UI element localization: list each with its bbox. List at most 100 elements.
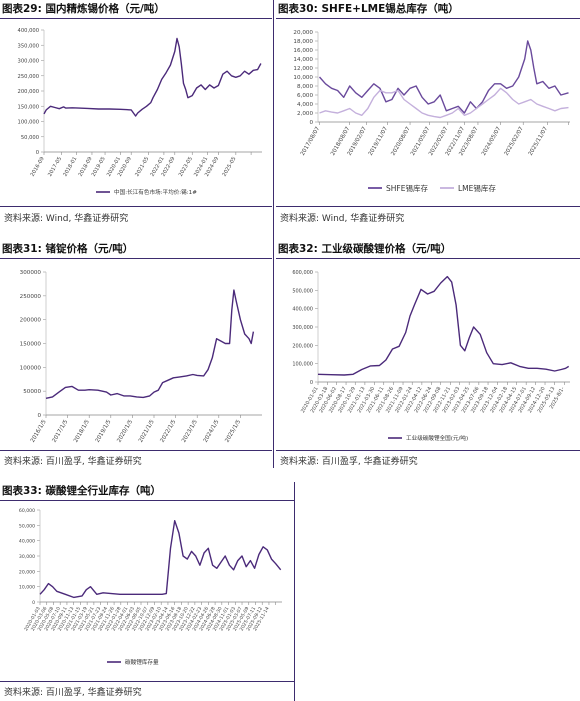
y-tick-label: 4,000	[297, 102, 313, 108]
chart-29: 0 50,000 100,000 150,000 200,000 250,000 300,0…	[18, 28, 262, 196]
title-divider	[0, 258, 272, 259]
y-tick-label: 100,000	[292, 362, 313, 368]
source-divider	[0, 681, 294, 682]
column-divider	[294, 482, 295, 701]
chart-source: 资料来源: Wind, 华鑫证券研究	[4, 214, 129, 224]
legend-label: 碳酸锂库存量	[125, 658, 159, 666]
y-tick-label: 8,000	[297, 84, 313, 90]
x-tick-label: 2019/1/5	[95, 419, 113, 444]
x-tick-label: 2025/02/07	[504, 126, 526, 157]
y-tick-label: 0	[32, 600, 35, 606]
chart-title: 图表32: 工业级碳酸锂价格（元/吨）	[278, 243, 452, 255]
x-tick-label: 2023/1/5	[181, 419, 199, 444]
y-tick-label: 50,000	[21, 135, 39, 141]
y-tick-label: 30,000	[19, 554, 35, 560]
y-tick-label: 500,000	[292, 288, 313, 294]
x-tick-label: 2024/1/5	[203, 419, 221, 444]
y-tick-label: 10,000	[19, 585, 35, 591]
y-tick-label: 20,000	[19, 569, 35, 575]
y-tick-label: 350,000	[18, 43, 39, 49]
chart-32: 0 100,000 200,000 300,000 400,000 500,000 600,…	[292, 270, 570, 442]
y-tick-label: 20,000	[293, 30, 313, 36]
chart-source: 资料来源: Wind, 华鑫证券研究	[280, 214, 405, 224]
y-tick-label: 0	[36, 150, 39, 156]
y-tick-label: 300000	[20, 270, 42, 276]
y-tick-label: 100,000	[18, 120, 39, 126]
x-tick-label: 2023-05	[178, 156, 194, 178]
y-tick-label: 200,000	[292, 343, 313, 349]
y-tick-label: 100000	[20, 365, 42, 371]
series-line	[43, 37, 262, 117]
chart-title: 图表30: SHFE+LME锡总库存（吨）	[278, 3, 459, 15]
y-tick-label: 400,000	[18, 28, 39, 34]
y-tick-label: 50,000	[19, 523, 35, 529]
y-tick-label: 600,000	[292, 270, 313, 276]
panel-29: 图表29: 国内精炼锡价格（元/吨） 0 50,000 100,000 150,000…	[0, 0, 272, 228]
x-tick-label: 2025/1/5	[224, 419, 242, 444]
x-tick-label: 2025-05	[222, 156, 238, 178]
y-tick-label: 0	[309, 120, 313, 126]
x-tick-label: 2016-09	[30, 156, 46, 178]
y-tick-label: 400,000	[292, 307, 313, 313]
y-tick-label: 18,000	[293, 39, 313, 45]
x-tick-label: 2020/08/07	[390, 126, 412, 157]
column-divider	[273, 0, 274, 468]
x-tick-label: 2018/1/5	[73, 419, 91, 444]
y-tick-label: 10,000	[293, 75, 313, 81]
x-tick-label: 2024/05/07	[481, 126, 503, 157]
x-tick-label: 2017/08/07	[300, 126, 322, 157]
source-divider	[0, 450, 272, 451]
x-tick-label: 2020/1/5	[116, 419, 134, 444]
title-divider	[276, 258, 580, 259]
legend-label: 工业级碳酸锂全国(元/吨)	[406, 434, 468, 442]
y-tick-label: 14,000	[293, 57, 313, 63]
y-tick-label: 150,000	[18, 104, 39, 110]
y-tick-label: 40,000	[19, 539, 35, 545]
legend-label: 中国:长江有色市场:平均价:锡:1#	[114, 188, 197, 196]
y-tick-label: 50000	[23, 389, 41, 395]
chart-source: 资料来源: 百川盈孚, 华鑫证券研究	[4, 688, 142, 698]
y-tick-label: 300,000	[18, 59, 39, 65]
y-tick-label: 60,000	[19, 508, 35, 514]
chart-source: 资料来源: 百川盈孚, 华鑫证券研究	[280, 457, 418, 467]
chart-source: 资料来源: 百川盈孚, 华鑫证券研究	[4, 457, 142, 467]
x-tick-label: 2021/1/5	[138, 419, 156, 444]
series-line	[39, 520, 282, 599]
chart-title: 图表29: 国内精炼锡价格（元/吨）	[2, 3, 165, 15]
x-tick-label: 2017-05	[47, 156, 63, 178]
y-tick-label: 6,000	[297, 93, 313, 99]
x-tick-label: 2025/11/07	[528, 126, 550, 157]
series-line	[45, 289, 255, 399]
x-tick-label: 2022/1/5	[160, 419, 178, 444]
chart-title: 图表33: 碳酸锂全行业库存（吨）	[2, 485, 161, 497]
title-divider	[0, 500, 294, 501]
y-tick-label: 2,000	[297, 111, 313, 117]
series-line	[317, 275, 570, 376]
y-tick-label: 200,000	[18, 89, 39, 95]
chart-31: 0 50000 100000 150000 200000 250000 300000 2016…	[20, 270, 262, 444]
x-tick-label: 2021-05	[134, 156, 150, 178]
panel-31: 图表31: 锗锭价格（元/吨） 0 50000 100000 150000 200000…	[0, 240, 272, 468]
legend-label: LME锡库存	[458, 183, 496, 193]
y-tick-label: 250000	[20, 294, 42, 300]
x-tick-label: 2016/1/5	[30, 419, 48, 444]
chart-title: 图表31: 锗锭价格（元/吨）	[2, 243, 134, 255]
title-divider	[276, 18, 580, 19]
y-tick-label: 200000	[20, 318, 42, 324]
source-divider	[0, 206, 272, 207]
y-tick-label: 0	[310, 380, 313, 386]
y-tick-label: 300,000	[292, 325, 313, 331]
chart-33: 010,00020,00030,00040,00050,00060,000202…	[19, 508, 282, 666]
x-tick-label: 2018-01	[62, 156, 78, 178]
series-line	[319, 87, 569, 119]
chart-30: 0 2,000 4,000 6,000 8,000 10,000 12,000 14,000 1…	[293, 30, 570, 193]
panel-30: 图表30: SHFE+LME锡总库存（吨） 0 2,000 4,000 6,000 8,…	[276, 0, 580, 228]
source-divider	[276, 206, 580, 207]
y-tick-label: 12,000	[293, 66, 313, 72]
x-tick-label: 2019/11/07	[368, 126, 390, 157]
panel-32: 图表32: 工业级碳酸锂价格（元/吨） 0 100,000 200,000 300,0…	[276, 240, 580, 468]
y-tick-label: 150000	[20, 342, 42, 348]
legend-label: SHFE锡库存	[386, 183, 428, 193]
y-tick-label: 250,000	[18, 74, 39, 80]
y-tick-label: 16,000	[293, 48, 313, 54]
